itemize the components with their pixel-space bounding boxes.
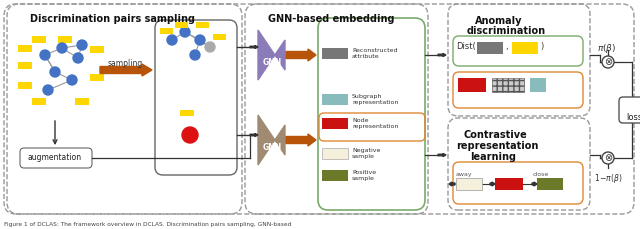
FancyArrow shape xyxy=(100,64,152,76)
Text: Reconstructed
attribute: Reconstructed attribute xyxy=(352,48,397,59)
Circle shape xyxy=(180,27,190,37)
Bar xyxy=(456,178,482,190)
Bar xyxy=(495,178,523,190)
Text: GNN-based embedding: GNN-based embedding xyxy=(268,14,394,24)
FancyBboxPatch shape xyxy=(453,162,583,204)
Text: learning: learning xyxy=(470,152,516,162)
Text: Discrimination pairs sampling: Discrimination pairs sampling xyxy=(30,14,195,24)
FancyArrow shape xyxy=(286,49,316,61)
Circle shape xyxy=(167,35,177,45)
Circle shape xyxy=(195,35,205,45)
Circle shape xyxy=(40,50,50,60)
Bar xyxy=(32,98,46,105)
FancyBboxPatch shape xyxy=(155,20,237,175)
Text: ,: , xyxy=(505,42,508,51)
FancyBboxPatch shape xyxy=(453,72,583,108)
Bar xyxy=(322,118,348,129)
Text: $1\!-\!\pi(\beta)$: $1\!-\!\pi(\beta)$ xyxy=(594,172,623,185)
Bar xyxy=(180,110,194,116)
Circle shape xyxy=(77,40,87,50)
Circle shape xyxy=(182,127,198,143)
FancyArrow shape xyxy=(449,182,455,186)
Text: Contrastive: Contrastive xyxy=(464,130,528,140)
Bar xyxy=(175,22,188,28)
FancyBboxPatch shape xyxy=(619,97,640,123)
Bar xyxy=(196,22,209,28)
Bar xyxy=(90,74,104,81)
FancyArrow shape xyxy=(250,134,258,136)
Bar xyxy=(18,62,32,69)
Text: close: close xyxy=(533,172,549,177)
Bar xyxy=(18,45,32,52)
Bar xyxy=(512,42,538,54)
Bar xyxy=(322,148,348,159)
Bar xyxy=(322,94,348,105)
Bar xyxy=(75,98,89,105)
Bar xyxy=(18,82,32,89)
Circle shape xyxy=(602,152,614,164)
FancyArrow shape xyxy=(438,153,446,156)
Text: $\pi(\beta)$: $\pi(\beta)$ xyxy=(597,42,616,55)
Text: away: away xyxy=(456,172,472,177)
Bar xyxy=(492,78,524,92)
FancyBboxPatch shape xyxy=(453,36,583,66)
Text: GNN: GNN xyxy=(263,58,282,67)
Circle shape xyxy=(50,67,60,77)
Circle shape xyxy=(43,85,53,95)
Bar xyxy=(213,34,226,40)
Text: sampling: sampling xyxy=(108,59,143,68)
Bar xyxy=(530,78,546,92)
Bar xyxy=(537,178,563,190)
FancyBboxPatch shape xyxy=(20,148,92,168)
Text: ): ) xyxy=(540,42,543,51)
Circle shape xyxy=(67,75,77,85)
Bar xyxy=(32,36,46,43)
Text: GNN: GNN xyxy=(263,143,282,152)
Circle shape xyxy=(205,42,215,52)
Bar xyxy=(322,170,348,181)
Text: ⊗: ⊗ xyxy=(604,57,612,67)
Bar xyxy=(322,48,348,59)
Text: Subgraph
representation: Subgraph representation xyxy=(352,94,398,105)
Text: Negative
sample: Negative sample xyxy=(352,148,380,159)
FancyArrow shape xyxy=(286,134,316,146)
Text: discrimination: discrimination xyxy=(467,26,546,36)
Polygon shape xyxy=(258,30,285,80)
FancyArrow shape xyxy=(490,182,495,186)
Circle shape xyxy=(73,53,83,63)
Circle shape xyxy=(602,56,614,68)
Circle shape xyxy=(190,50,200,60)
Bar xyxy=(477,42,503,54)
FancyArrow shape xyxy=(438,54,446,57)
FancyArrow shape xyxy=(250,46,258,49)
Text: Node
representation: Node representation xyxy=(352,118,398,129)
Text: Figure 1 of DCLAS: The framework overview in DCLAS. Discrimination pairs samplin: Figure 1 of DCLAS: The framework overvie… xyxy=(4,222,291,227)
Text: Dist(: Dist( xyxy=(456,42,476,51)
Text: Positive
sample: Positive sample xyxy=(352,170,376,181)
Text: ⊗: ⊗ xyxy=(604,153,612,163)
Polygon shape xyxy=(258,115,285,165)
Bar xyxy=(58,36,72,43)
Bar xyxy=(458,78,486,92)
Text: representation: representation xyxy=(456,141,538,151)
FancyArrow shape xyxy=(532,182,537,186)
Bar xyxy=(160,28,173,34)
Text: loss: loss xyxy=(626,113,640,122)
Text: augmentation: augmentation xyxy=(28,153,82,162)
Circle shape xyxy=(57,43,67,53)
Bar xyxy=(90,46,104,53)
Text: Anomaly: Anomaly xyxy=(475,16,522,26)
